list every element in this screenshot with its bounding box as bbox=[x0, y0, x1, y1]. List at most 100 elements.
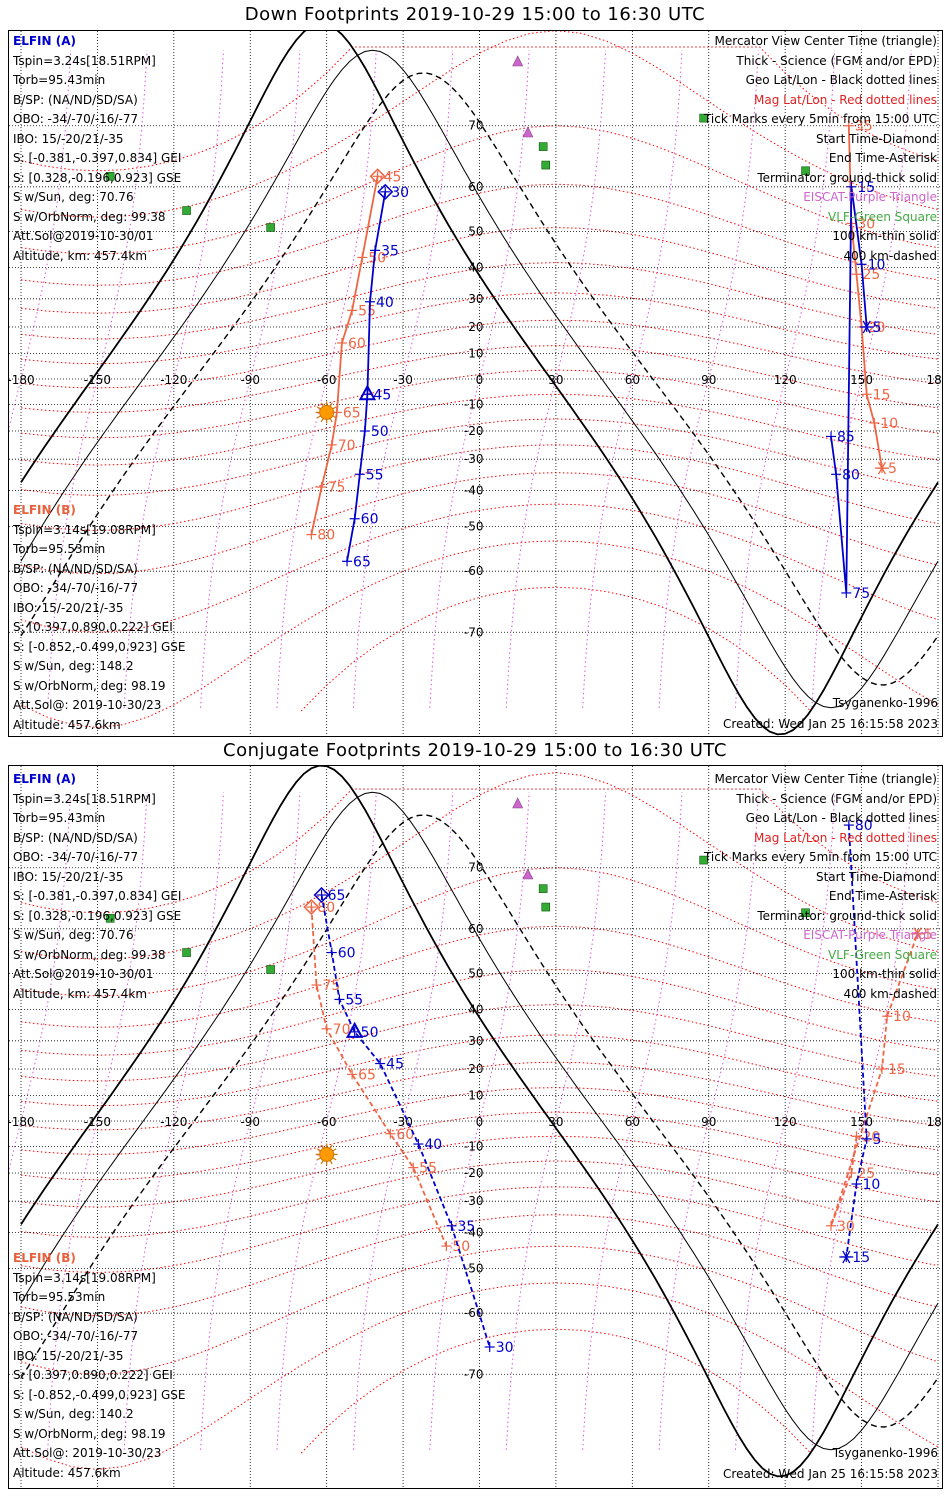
map-panel-down[interactable]: -180 -150 -120 -90 -60 -30 0 30 60 90 120 150 180 70 6… bbox=[8, 30, 943, 737]
info-line: S: [-0.381,-0.397,0.834] GEI bbox=[13, 151, 182, 165]
sun-icon bbox=[315, 1143, 338, 1166]
track-line bbox=[310, 176, 379, 535]
tick-label: 60 bbox=[396, 1127, 414, 1143]
legend-mag: Mag Lat/Lon - Red dotted lines bbox=[753, 830, 937, 845]
info-line: S: [0.328,-0.196,0.923] GSE bbox=[13, 170, 182, 185]
legend-geo: Geo Lat/Lon - Black dotted lines bbox=[745, 73, 937, 87]
tick-label: 30 bbox=[857, 216, 875, 232]
mag-lat-line bbox=[20, 867, 939, 997]
map-panel-conjugate[interactable]: -180-150-120-90-60-300306090120150180706… bbox=[8, 765, 943, 1489]
info-line: B/SP: (NA/ND/SD/SA) bbox=[13, 561, 138, 576]
created-label: Created: Wed Jan 25 16:15:58 2023 bbox=[723, 717, 938, 731]
model-label: Tsyganenko-1996 bbox=[832, 1446, 938, 1460]
lat-tick-label: -70 bbox=[464, 625, 484, 639]
info-line: Torb=95.43min bbox=[13, 73, 106, 87]
track-line bbox=[320, 894, 491, 1348]
info-line: Tspin=3.14s[19.08RPM] bbox=[13, 522, 156, 537]
lat-tick-label: -30 bbox=[464, 1194, 484, 1208]
info-line: S: [0.397,0.890,0.222] GEI bbox=[13, 620, 173, 634]
vlf-square-icon bbox=[266, 965, 275, 974]
end-asterisk-icon bbox=[842, 1250, 851, 1264]
tick-label: 50 bbox=[368, 250, 386, 266]
vlf-square-icon bbox=[801, 166, 810, 176]
tick-label: 65 bbox=[328, 888, 346, 904]
lon-tick-label: -150 bbox=[84, 373, 111, 387]
info-line: S: [-0.852,-0.499,0.923] GSE bbox=[13, 639, 186, 654]
track-line bbox=[830, 933, 919, 1227]
start-diamond-icon bbox=[369, 168, 386, 185]
tick-label: 60 bbox=[338, 946, 356, 962]
vlf-square-icon bbox=[105, 913, 115, 923]
lon-tick-label: -180 bbox=[9, 1115, 35, 1129]
tick-label: 50 bbox=[452, 1239, 470, 1255]
legend-vlf: VLF-Green Square bbox=[828, 947, 937, 962]
elfin-b-header: ELFIN (B) bbox=[13, 503, 76, 517]
vlf-square-icon bbox=[538, 142, 548, 151]
tick-label: 45 bbox=[386, 1057, 404, 1073]
tick-label: 10 bbox=[893, 1009, 911, 1025]
tick-label: 80 bbox=[842, 467, 860, 483]
mag-lat-line bbox=[20, 1186, 939, 1274]
lon-tick-label: 90 bbox=[701, 1115, 716, 1129]
lat-tick-label: 70 bbox=[468, 119, 483, 133]
lon-tick-label: 60 bbox=[625, 373, 640, 387]
lat-tick-label: 50 bbox=[468, 966, 483, 980]
map-canvas[interactable]: -180-150-120-90-60-300306090120150180706… bbox=[9, 766, 942, 1488]
tick-label: 30 bbox=[496, 1340, 514, 1356]
mag-lat-line bbox=[20, 540, 939, 728]
info-line: S w/Sun, deg: 140.2 bbox=[13, 1407, 134, 1421]
tick-label: 45 bbox=[384, 169, 402, 185]
end-asterisk-icon bbox=[862, 320, 871, 334]
lat-tick-label: -40 bbox=[464, 483, 484, 497]
end-asterisk-icon bbox=[877, 461, 887, 475]
info-line: Altitude, km: 457.4km bbox=[13, 248, 148, 263]
vlf-square-icon bbox=[801, 908, 810, 918]
lon-tick-label: -180 bbox=[9, 373, 35, 387]
lon-tick-label: 150 bbox=[850, 373, 873, 387]
info-line: S: [0.397,0.890,0.222] GEI bbox=[13, 1368, 173, 1382]
track-line bbox=[310, 907, 448, 1247]
eiscat-triangle-icon bbox=[522, 868, 534, 880]
tick-label: 80 bbox=[855, 818, 873, 834]
tick-label: 70 bbox=[333, 1022, 351, 1038]
lon-tick-label: -150 bbox=[84, 1115, 111, 1129]
lon-tick-label: -90 bbox=[240, 373, 260, 387]
track-line bbox=[830, 186, 868, 593]
lon-tick-label: -30 bbox=[393, 373, 413, 387]
mag-lat-line bbox=[20, 444, 939, 532]
vlf-square-icon bbox=[538, 884, 548, 893]
tick-label: 70 bbox=[338, 438, 356, 454]
legend-400km: 400 km-dashed bbox=[843, 248, 937, 263]
lat-tick-label: -60 bbox=[464, 1306, 484, 1320]
elfin-b-header: ELFIN (B) bbox=[13, 1251, 76, 1265]
tick-label: 45 bbox=[373, 387, 391, 403]
info-line: OBO: -34/-70/-16/-77 bbox=[13, 112, 139, 126]
lon-tick-label: -120 bbox=[160, 1115, 187, 1129]
tick-label: 15 bbox=[857, 180, 875, 196]
tick-label: 60 bbox=[348, 336, 366, 352]
mag-lat-line bbox=[20, 1282, 939, 1470]
info-line: Tspin=3.24s[18.51RPM] bbox=[13, 791, 156, 806]
tick-label: 60 bbox=[361, 512, 379, 528]
lat-tick-label: -50 bbox=[464, 1262, 484, 1276]
tick-label: 50 bbox=[361, 1025, 379, 1041]
lat-tick-label: 30 bbox=[468, 1034, 483, 1048]
info-line: S w/OrbNorm, deg: 99.38 bbox=[13, 209, 166, 224]
vlf-square-icon bbox=[105, 171, 115, 181]
mag-lat-line bbox=[20, 1111, 939, 1181]
vlf-square-icon bbox=[699, 855, 708, 865]
tick-label: 10 bbox=[862, 1177, 880, 1193]
mag-lat-line bbox=[20, 31, 939, 218]
tick-label: 5 bbox=[873, 320, 882, 336]
info-line: S w/Sun, deg: 70.76 bbox=[13, 928, 134, 942]
lon-tick-label: -90 bbox=[240, 1115, 260, 1129]
mag-lat-line bbox=[20, 183, 939, 286]
lon-tick-label: 150 bbox=[850, 1115, 873, 1129]
lat-tick-label: -10 bbox=[464, 398, 484, 412]
legend: Mercator View Center Time (triangle) Thi… bbox=[704, 770, 937, 1004]
mag-lat-line bbox=[20, 1034, 939, 1107]
legend-terminator: Terminator: ground-thick solid bbox=[757, 908, 937, 923]
start-diamond-icon bbox=[313, 886, 330, 904]
map-canvas[interactable]: -180-150-120-90-60-300306090120150180706… bbox=[9, 31, 942, 736]
eiscat-triangle-icon bbox=[522, 126, 534, 138]
